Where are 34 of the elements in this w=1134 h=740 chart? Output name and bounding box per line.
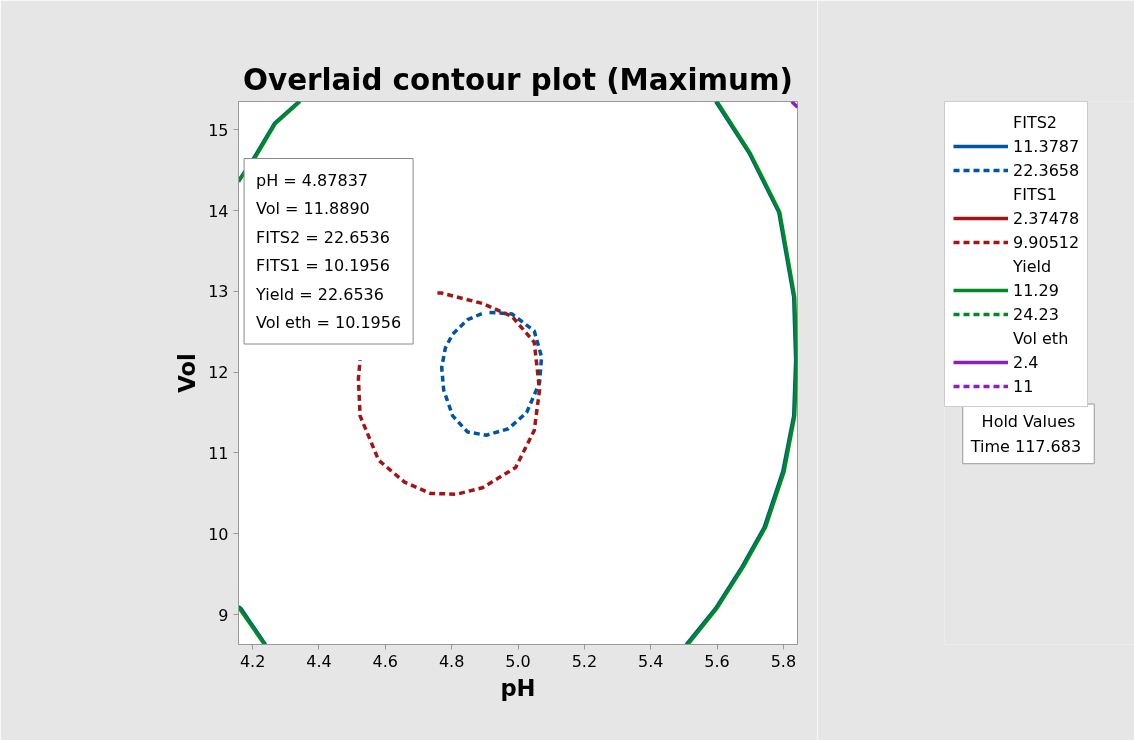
line-series: [439, 310, 544, 437]
x-tick-label: 5.8: [770, 651, 797, 671]
text: FITS2: [1013, 111, 1058, 134]
y-tick-label: 14: [208, 201, 229, 221]
y-tick-label: 10: [208, 524, 229, 544]
legend-label: 2.4: [1013, 351, 1039, 374]
x-tick-label: 5.2: [571, 651, 598, 671]
x-tick-label: 4.4: [306, 651, 332, 671]
legend-label: 9.90512: [1013, 231, 1080, 254]
legend-label: 11.29: [1013, 279, 1059, 302]
chart-title: Overlaid contour plot (Maximum): [243, 62, 793, 97]
text: FITS1: [1013, 183, 1058, 206]
text: Hold Values Time 117.683: [969, 412, 1082, 456]
text: Vol eth: [1013, 327, 1069, 350]
y-tick-label: 9: [218, 605, 229, 625]
legend-label: 24.23: [1013, 303, 1059, 326]
text: Yield: [1013, 255, 1052, 278]
y-tick-label: 11: [208, 444, 229, 463]
legend-label: 11: [1013, 375, 1034, 398]
legend-label: 2.37478: [1013, 207, 1080, 230]
legend-label: 11.3787: [1013, 135, 1080, 158]
legend-label: 22.3658: [1013, 159, 1080, 182]
x-tick-label: 5.4: [637, 651, 664, 671]
x-tick-label: 5.0: [505, 651, 531, 671]
x-tick-label: 4.2: [239, 651, 266, 671]
y-tick-label: 13: [208, 282, 229, 302]
x-axis-title: pH: [500, 674, 536, 701]
annotation: pH = 4.87837 Vol = 11.8890 FITS2 = 22.6536 FITS1 = 10.1956 Yield = 22.6536 Vol eth = 10.1956: [255, 170, 402, 333]
y-tick-label: 12: [208, 363, 229, 383]
x-tick-label: 5.6: [704, 651, 730, 671]
y-axis-title: Vol: [174, 353, 201, 393]
y-tick-label: 15: [208, 120, 229, 140]
x-tick-label: 4.8: [438, 651, 465, 671]
x-tick-label: 4.6: [372, 651, 399, 671]
